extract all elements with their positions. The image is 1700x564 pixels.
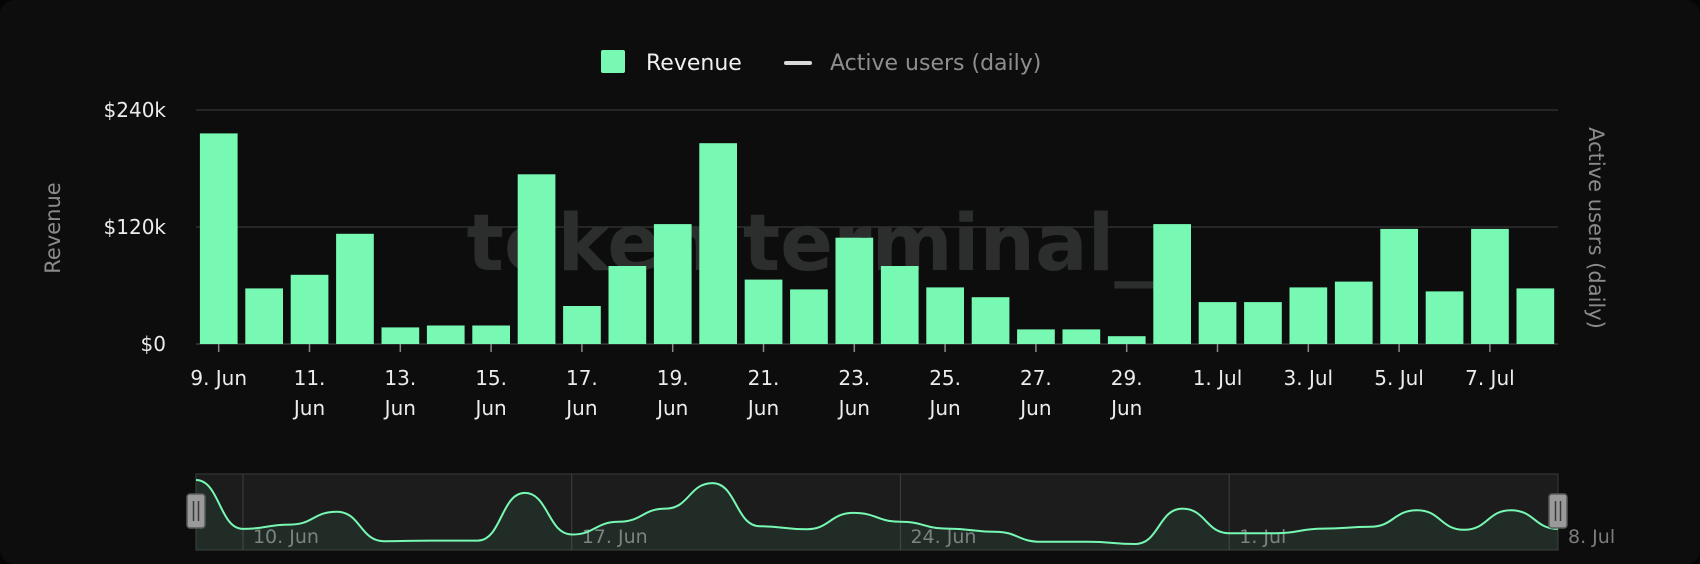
y-tick-label: $120k [104,215,167,239]
bar-17[interactable] [926,287,964,344]
bar-4[interactable] [336,233,374,344]
x-tick-label: Jun [383,396,416,420]
x-tick-label: Jun [655,396,688,420]
navigator-label: 8. Jul [1568,526,1615,548]
x-tick-label: 19. [657,366,689,390]
bar-21[interactable] [1107,336,1146,344]
x-tick-label: 23. [838,366,870,390]
bar-20[interactable] [1062,329,1101,344]
navigator-label: 1. Jul [1239,526,1286,548]
x-tick-label: 17. [566,366,598,390]
bar-22[interactable] [1153,224,1191,344]
handle-grip[interactable] [186,493,206,529]
bar-3[interactable] [290,274,329,344]
bar-12[interactable] [699,143,737,344]
y-tick-label: $240k [104,98,167,122]
bar-19[interactable] [1017,329,1055,344]
x-tick-label: 7. Jul [1465,366,1515,390]
y-axis-title: Revenue [41,182,65,273]
bar-25[interactable] [1289,287,1328,344]
bar-29[interactable] [1471,228,1509,344]
x-tick-label: Jun [1109,396,1142,420]
x-tick-label: 21. [748,366,780,390]
y2-axis-title: Active users (daily) [1584,127,1608,329]
x-tick-label: 3. Jul [1284,366,1334,390]
navigator-handle-left[interactable] [186,493,206,529]
x-tick-label: 9. Jun [190,366,247,390]
bar-8[interactable] [517,174,556,344]
x-tick-label: Jun [473,396,506,420]
bar-30[interactable] [1516,288,1555,344]
legend-active-users-label: Active users (daily) [830,51,1041,76]
bar-6[interactable] [426,325,465,345]
bar-27[interactable] [1380,228,1418,344]
navigator-handle-right[interactable] [1548,493,1568,529]
bar-28[interactable] [1425,291,1464,344]
x-tick-label: 13. [384,366,416,390]
x-tick-label: Jun [837,396,870,420]
bar-11[interactable] [653,224,692,344]
legend-revenue-label: Revenue [646,51,742,76]
bar-9[interactable] [563,306,601,344]
bar-18[interactable] [971,297,1010,344]
watermark: token terminal_ [467,199,1154,289]
navigator-label: 17. Jun [582,526,648,548]
navigator-label: 10. Jun [253,526,319,548]
legend: Revenue Active users (daily) [601,50,1041,76]
legend-item-revenue[interactable]: Revenue [601,50,742,76]
bar-24[interactable] [1244,302,1282,344]
bar-5[interactable] [381,327,420,344]
navigator-label: 24. Jun [910,526,976,548]
y-tick-label: $0 [141,332,166,356]
x-tick-label: 1. Jul [1193,366,1243,390]
handle-grip[interactable] [1548,493,1568,529]
x-tick-label: 5. Jul [1374,366,1424,390]
x-tick-label: 29. [1111,366,1143,390]
bar-15[interactable] [835,237,874,344]
bar-13[interactable] [744,279,783,344]
grid [196,109,1558,345]
bars [199,133,1555,345]
y-axis-ticks: $0 $120k $240k [104,98,167,356]
x-tick-label: Jun [927,396,960,420]
bar-2[interactable] [245,288,283,344]
bar-1[interactable] [199,133,238,344]
bar-26[interactable] [1334,281,1373,344]
x-tick-label: Jun [564,396,597,420]
bar-14[interactable] [790,289,828,344]
x-axis-ticks: 9. Jun 11. Jun 13. Jun 15. Jun 17. Jun 19. Jun 21. J… [190,344,1515,420]
bar-10[interactable] [608,266,647,344]
navigator-series-line [195,479,1559,546]
x-tick-label: Jun [1018,396,1051,420]
x-tick-label: 11. [294,366,326,390]
x-tick-label: Jun [292,396,325,420]
x-tick-label: Jun [746,396,779,420]
x-tick-label: 25. [929,366,961,390]
x-tick-label: 27. [1020,366,1052,390]
bar-23[interactable] [1198,302,1237,344]
bar-16[interactable] [880,266,919,344]
x-tick-label: 15. [475,366,507,390]
legend-item-active-users[interactable]: Active users (daily) [784,51,1041,76]
navigator[interactable]: 10. Jun 17. Jun 24. Jun 1. Jul 8. Jul [186,473,1615,551]
bar-7[interactable] [472,325,510,345]
legend-revenue-swatch [601,50,625,73]
